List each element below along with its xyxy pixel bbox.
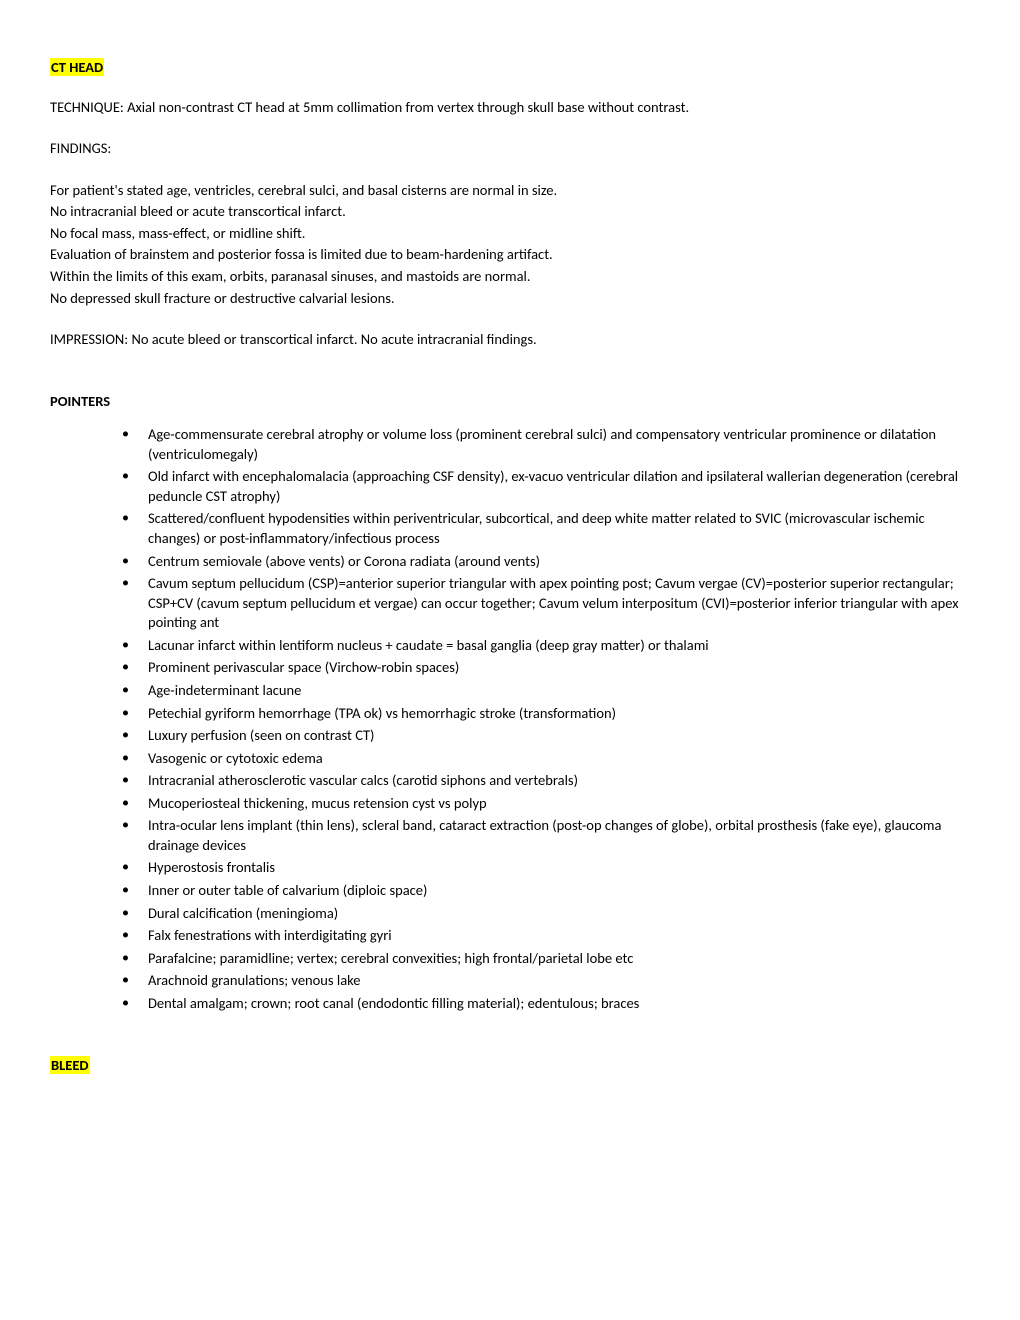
pointer-item: Intracranial atherosclerotic vascular ca… <box>122 771 970 791</box>
pointer-item: Mucoperiosteal thickening, mucus retensi… <box>122 794 970 814</box>
pointer-item: Age-indeterminant lacune <box>122 681 970 701</box>
pointer-item: Arachnoid granulations; venous lake <box>122 971 970 991</box>
heading-ct-head-text: CT HEAD <box>50 58 104 76</box>
pointer-item: Old infarct with encephalomalacia (appro… <box>122 467 970 506</box>
pointers-list: Age-commensurate cerebral atrophy or vol… <box>50 425 970 1013</box>
findings-line: Evaluation of brainstem and posterior fo… <box>50 245 970 265</box>
pointer-item: Cavum septum pellucidum (CSP)=anterior s… <box>122 574 970 633</box>
pointer-item: Luxury perfusion (seen on contrast CT) <box>122 726 970 746</box>
findings-line: No focal mass, mass-effect, or midline s… <box>50 224 970 244</box>
heading-bleed-text: BLEED <box>50 1056 90 1074</box>
heading-bleed: BLEED <box>50 1056 970 1076</box>
impression-text: No acute bleed or transcortical infarct.… <box>131 330 536 348</box>
findings-label: FINDINGS: <box>50 139 970 159</box>
heading-ct-head: CT HEAD <box>50 58 970 78</box>
pointer-item: Lacunar infarct within lentiform nucleus… <box>122 636 970 656</box>
pointers-label: POINTERS <box>50 392 970 412</box>
pointer-item: Centrum semiovale (above vents) or Coron… <box>122 552 970 572</box>
impression-line: IMPRESSION: No acute bleed or transcorti… <box>50 330 970 350</box>
technique-text: Axial non-contrast CT head at 5mm collim… <box>127 98 689 116</box>
pointer-item: Inner or outer table of calvarium (diplo… <box>122 881 970 901</box>
pointer-item: Falx fenestrations with interdigitating … <box>122 926 970 946</box>
pointer-item: Hyperostosis frontalis <box>122 858 970 878</box>
pointer-item: Scattered/confluent hypodensities within… <box>122 509 970 548</box>
findings-block: For patient's stated age, ventricles, ce… <box>50 181 970 308</box>
findings-line: For patient's stated age, ventricles, ce… <box>50 181 970 201</box>
technique-line: TECHNIQUE: Axial non-contrast CT head at… <box>50 98 970 118</box>
pointer-item: Vasogenic or cytotoxic edema <box>122 749 970 769</box>
impression-label: IMPRESSION: <box>50 330 131 348</box>
findings-line: Within the limits of this exam, orbits, … <box>50 267 970 287</box>
findings-line: No intracranial bleed or acute transcort… <box>50 202 970 222</box>
pointer-item: Intra-ocular lens implant (thin lens), s… <box>122 816 970 855</box>
findings-line: No depressed skull fracture or destructi… <box>50 289 970 309</box>
document-page: CT HEAD TECHNIQUE: Axial non-contrast CT… <box>0 0 1020 1320</box>
pointer-item: Age-commensurate cerebral atrophy or vol… <box>122 425 970 464</box>
pointer-item: Parafalcine; paramidline; vertex; cerebr… <box>122 949 970 969</box>
pointer-item: Dural calcification (meningioma) <box>122 904 970 924</box>
pointer-item: Prominent perivascular space (Virchow-ro… <box>122 658 970 678</box>
pointer-item: Dental amalgam; crown; root canal (endod… <box>122 994 970 1014</box>
technique-label: TECHNIQUE: <box>50 98 127 116</box>
pointer-item: Petechial gyriform hemorrhage (TPA ok) v… <box>122 704 970 724</box>
